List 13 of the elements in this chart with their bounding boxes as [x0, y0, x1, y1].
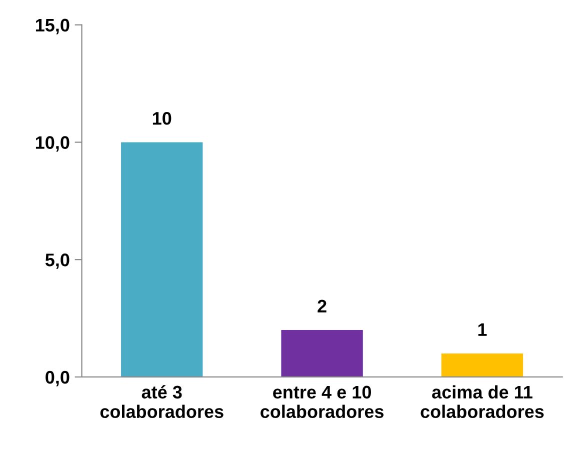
x-tick-label: entre 4 e 10 colaboradores: [260, 386, 384, 418]
data-label: 2: [318, 300, 326, 312]
bar: [281, 330, 363, 377]
x-tick-label: até 3 colaboradores: [100, 385, 224, 418]
bar: [121, 142, 203, 377]
data-label: 1: [478, 323, 487, 336]
y-tick-label: 10,0: [36, 136, 70, 152]
bar: [441, 353, 524, 377]
y-tick-label: 5,0: [45, 254, 70, 269]
y-tick-label: 0,0: [46, 370, 70, 386]
data-label: 10: [152, 112, 172, 125]
y-tick-label: 15,0: [36, 18, 70, 34]
x-tick-label: acima de 11 colaboradores: [420, 385, 544, 418]
